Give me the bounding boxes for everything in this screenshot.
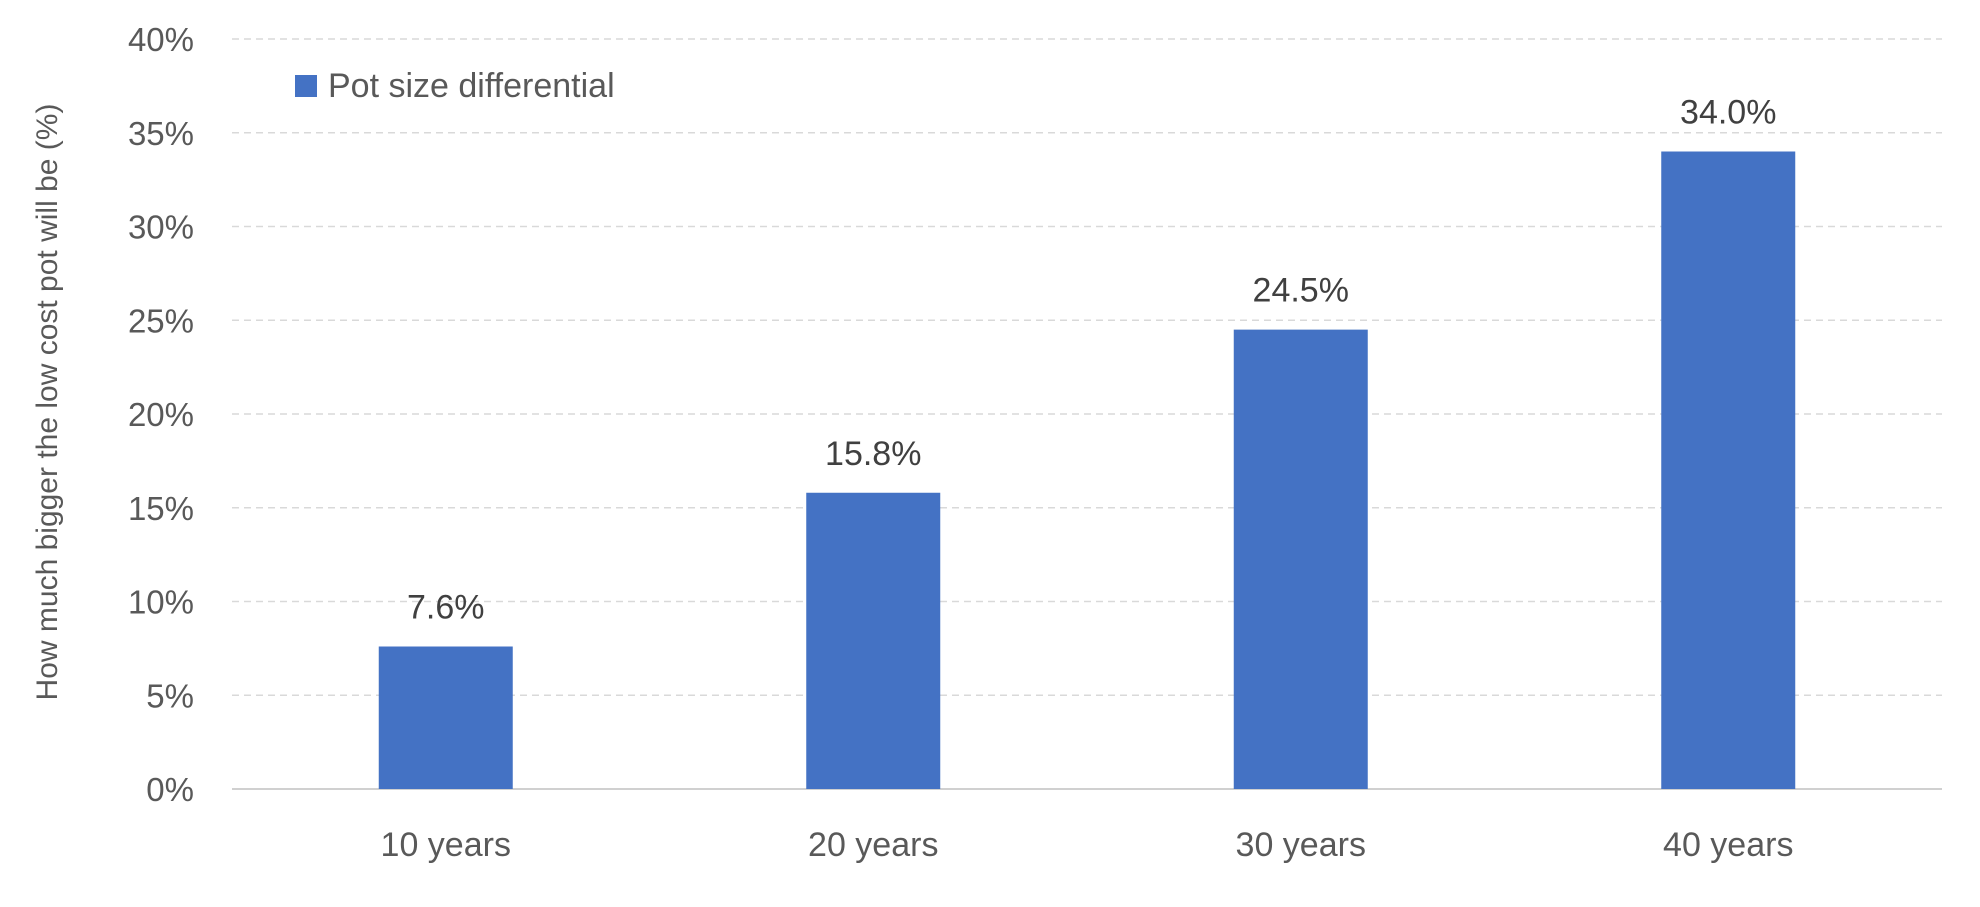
axes: 0% 5% 10% 15% 20% 25% 30% 35% 40% 10 years 20 year… [31, 21, 1942, 864]
y-tick-label: 40% [128, 21, 194, 58]
bars [378, 151, 1796, 789]
gridlines [232, 38, 1942, 696]
x-tick-label: 10 years [381, 826, 511, 864]
y-tick-label: 0% [146, 771, 194, 808]
y-tick-label: 5% [146, 677, 194, 714]
bar [806, 492, 941, 789]
y-tick-label: 35% [128, 115, 194, 152]
legend-label: Pot size differential [328, 67, 615, 105]
bar [378, 646, 513, 789]
bar [1233, 329, 1368, 789]
y-tick-label: 30% [128, 209, 194, 246]
data-label: 34.0% [1680, 94, 1776, 132]
data-label: 24.5% [1253, 272, 1349, 310]
data-label: 7.6% [407, 589, 485, 627]
x-tick-label: 20 years [808, 826, 938, 864]
data-label: 15.8% [825, 435, 921, 473]
bar [1661, 151, 1796, 789]
legend-swatch [295, 75, 317, 97]
y-tick-label: 15% [128, 490, 194, 527]
y-tick-label: 10% [128, 584, 194, 621]
y-axis-title: How much bigger the low cost pot will be… [31, 104, 64, 701]
y-tick-label: 25% [128, 302, 194, 339]
legend: Pot size differential [295, 67, 615, 105]
data-labels: 7.6% 15.8% 24.5% 34.0% [407, 94, 1776, 627]
x-tick-label: 40 years [1663, 826, 1793, 864]
x-tick-label: 30 years [1236, 826, 1366, 864]
y-tick-label: 20% [128, 396, 194, 433]
